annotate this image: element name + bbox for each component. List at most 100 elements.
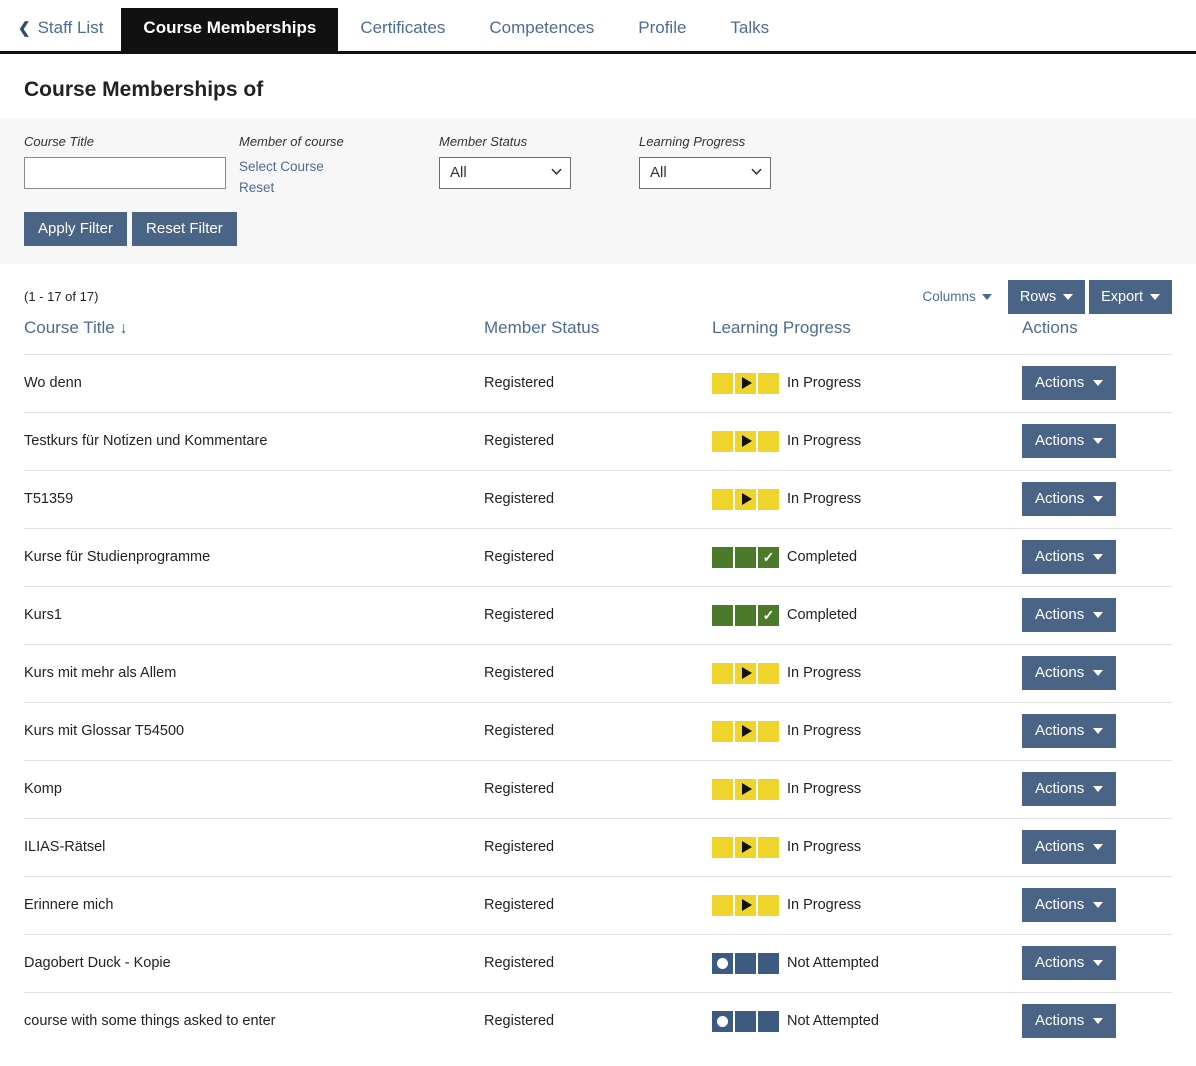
course-title-text: Kurs1 [24,607,62,624]
cell-course-title: Kurse für Studienprogramme [24,527,484,587]
chevron-down-icon [1093,960,1104,967]
columns-label: Columns [922,289,976,305]
table-row: Kurs1 Registered ✓ Completed Actions [24,585,1172,645]
filter-group-member-of-course: Member of course Select Course Reset [239,134,439,198]
progress-icon-in-progress [712,720,779,742]
cell-learning-progress: In Progress [712,353,1022,413]
cell-member-status: Registered [484,875,712,935]
tab-competences[interactable]: Competences [467,8,616,51]
cell-learning-progress: In Progress [712,411,1022,471]
row-actions-button[interactable]: Actions [1022,482,1117,517]
progress-label: In Progress [787,839,862,856]
play-icon [741,493,752,506]
cell-learning-progress: ✓ Completed [712,585,1022,645]
filter-group-member-status: Member Status All [439,134,639,189]
reset-course-link[interactable]: Reset [239,180,275,196]
row-actions-label: Actions [1035,838,1085,856]
cell-course-title: Kurs mit mehr als Allem [24,643,484,703]
row-actions-label: Actions [1035,490,1085,508]
row-actions-button[interactable]: Actions [1022,888,1117,923]
tab-certificates[interactable]: Certificates [338,8,467,51]
circle-icon [717,957,728,969]
row-actions-label: Actions [1035,548,1085,566]
course-title-text: Komp [24,781,62,798]
cell-member-status: Registered [484,933,712,993]
cell-learning-progress: In Progress [712,759,1022,819]
export-menu-button[interactable]: Export [1089,279,1172,314]
course-title-text: Erinnere mich [24,897,114,914]
table-row: Wo denn Registered In Progress Actions [24,353,1172,413]
row-actions-button[interactable]: Actions [1022,772,1117,807]
row-actions-button[interactable]: Actions [1022,946,1117,981]
row-actions-button[interactable]: Actions [1022,1004,1117,1039]
cell-learning-progress: Not Attempted [712,933,1022,993]
progress-label: In Progress [787,433,862,450]
column-header-course-title[interactable]: Course Title ↓ [24,312,484,355]
cell-actions: Actions [1022,411,1172,471]
row-actions-button[interactable]: Actions [1022,830,1117,865]
cell-learning-progress: In Progress [712,469,1022,529]
member-status-label: Member Status [439,134,528,149]
cell-actions: Actions [1022,469,1172,529]
apply-filter-button[interactable]: Apply Filter [24,211,128,246]
row-actions-button[interactable]: Actions [1022,540,1117,575]
filter-group-course-title: Course Title [24,134,239,189]
cell-learning-progress: In Progress [712,643,1022,703]
row-actions-button[interactable]: Actions [1022,598,1117,633]
row-actions-button[interactable]: Actions [1022,366,1117,401]
row-actions-label: Actions [1035,722,1085,740]
column-header-learning-progress[interactable]: Learning Progress [712,317,851,337]
cell-learning-progress: In Progress [712,817,1022,877]
filter-group-learning-progress: Learning Progress All [639,134,839,189]
course-title-input[interactable] [24,156,226,189]
progress-label: In Progress [787,781,862,798]
cell-learning-progress: ✓ Completed [712,527,1022,587]
row-actions-label: Actions [1035,1012,1085,1030]
tab-talks[interactable]: Talks [708,8,791,51]
row-actions-button[interactable]: Actions [1022,714,1117,749]
rows-menu-button[interactable]: Rows [1007,279,1086,314]
select-course-link[interactable]: Select Course [239,158,324,174]
table-row: Testkurs für Notizen und Kommentare Regis… [24,411,1172,471]
member-status-text: Registered [484,491,555,508]
progress-label: In Progress [787,665,862,682]
tab-profile[interactable]: Profile [616,8,708,51]
progress-icon-in-progress [712,894,779,916]
cell-course-title: Kurs mit Glossar T54500 [24,701,484,761]
column-header-member-status[interactable]: Member Status [484,317,600,337]
column-header-actions: Actions [1022,317,1078,337]
cell-course-title: Erinnere mich [24,875,484,935]
course-memberships-table: Course Title ↓ Member Status Learning Pro… [24,312,1172,1051]
learning-progress-select[interactable]: All [639,156,771,189]
table-row: ILIAS-Rätsel Registered In Progress Actions [24,817,1172,877]
member-status-text: Registered [484,607,555,624]
row-actions-label: Actions [1035,606,1085,624]
chevron-down-icon [1093,1018,1104,1025]
course-title-text: Kurse für Studienprogramme [24,549,211,566]
reset-filter-button[interactable]: Reset Filter [132,211,237,246]
table-row: T51359 Registered In Progress Actions [24,469,1172,529]
cell-member-status: Registered [484,469,712,529]
tab-label: Course Memberships [143,17,317,37]
learning-progress-label: Learning Progress [639,134,746,149]
cell-learning-progress: In Progress [712,701,1022,761]
cell-learning-progress: In Progress [712,875,1022,935]
member-status-select[interactable]: All [439,156,571,189]
table-row: Kurs mit mehr als Allem Registered In Prog… [24,643,1172,703]
back-to-staff-list-link[interactable]: ❮ Staff List [18,18,121,51]
cell-course-title: T51359 [24,469,484,529]
columns-menu-button[interactable]: Columns [911,280,1004,314]
cell-course-title: Dagobert Duck - Kopie [24,933,484,993]
progress-icon-in-progress [712,430,779,452]
member-of-course-label: Member of course [239,134,344,149]
tab-course-memberships[interactable]: Course Memberships [121,7,339,51]
cell-member-status: Registered [484,585,712,645]
row-actions-button[interactable]: Actions [1022,656,1117,691]
cell-actions: Actions [1022,759,1172,819]
progress-label: In Progress [787,723,862,740]
progress-icon-in-progress [712,778,779,800]
back-link-label: Staff List [37,18,104,37]
course-title-text: Kurs mit Glossar T54500 [24,723,185,740]
row-actions-button[interactable]: Actions [1022,424,1117,459]
progress-icon-in-progress [712,488,779,510]
